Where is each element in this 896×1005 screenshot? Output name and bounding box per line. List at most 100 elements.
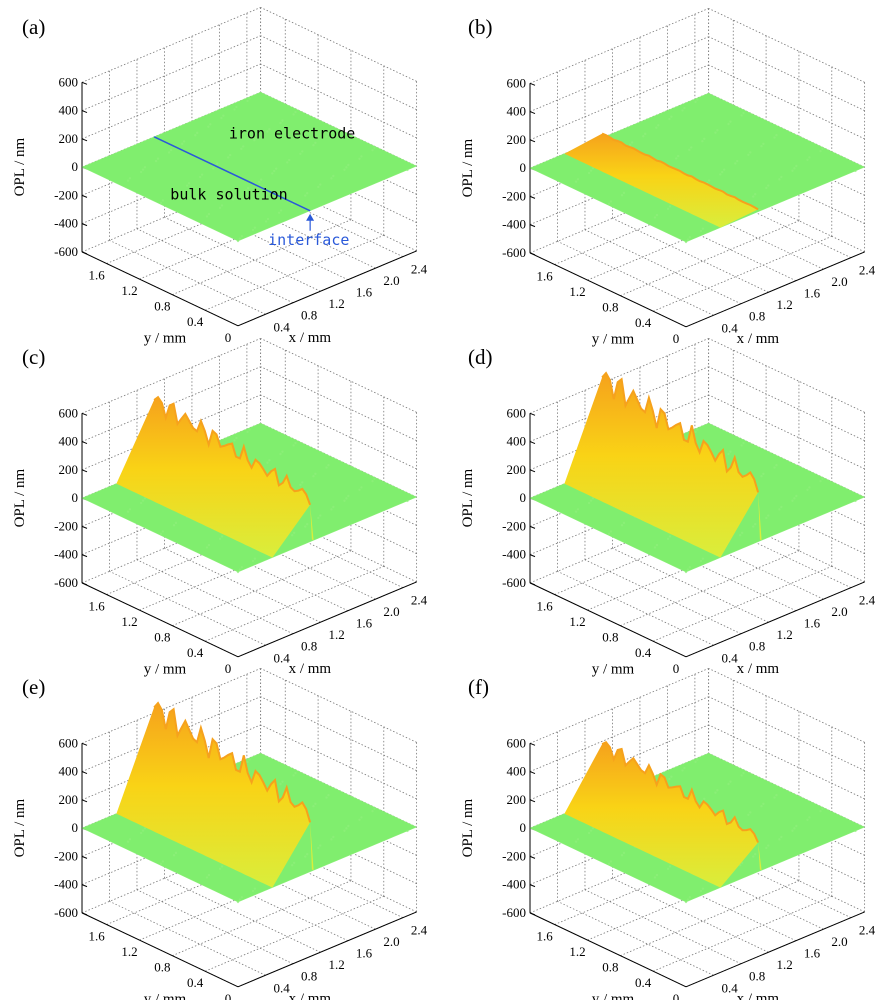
- grid-line: [584, 229, 742, 305]
- grid-line: [708, 366, 865, 441]
- panel-2: 600 400 200 0 -200 -400 -600 1.6 1.2 0.8 0.4 0 0.4 0.…: [460, 8, 876, 347]
- grid-line: [172, 219, 352, 296]
- surface-texture: [795, 164, 798, 168]
- z-tick: [529, 111, 536, 115]
- grid-line: [529, 64, 709, 141]
- surface-texture: [314, 472, 317, 476]
- y-tick-label: 0: [225, 661, 232, 676]
- panel-1: 600 400 200 0 -200 -400 -600 1.6 1.2 0.8 0.4 0 0.4 0.…: [12, 7, 428, 346]
- grid-line: [260, 724, 417, 800]
- surface-texture: [749, 811, 752, 814]
- surface-texture: [752, 195, 755, 198]
- surface-texture: [607, 202, 611, 206]
- surface-texture: [207, 125, 210, 128]
- z-tick-label: -400: [502, 547, 526, 562]
- surface-texture: [343, 168, 346, 171]
- surface-texture: [775, 794, 778, 797]
- ridge-crest: [153, 701, 312, 823]
- x-tick-label: 2.4: [411, 593, 428, 608]
- surface-texture: [780, 835, 783, 839]
- surface-texture: [360, 816, 363, 819]
- surface-texture: [299, 152, 302, 156]
- surface-texture: [172, 524, 176, 527]
- grid-line: [136, 559, 294, 635]
- y-axis-label: y / mm: [144, 661, 187, 677]
- surface-texture: [716, 789, 719, 792]
- surface-texture: [587, 831, 591, 835]
- grid-line: [529, 696, 709, 772]
- x-tick-label: 2.0: [383, 273, 399, 288]
- x-tick-label: 0.4: [273, 319, 290, 334]
- surface-texture: [574, 180, 578, 183]
- y-tick-label: 0.8: [602, 630, 618, 645]
- surface-texture: [622, 191, 626, 195]
- z-tick-label: -600: [502, 905, 526, 920]
- grid-line: [109, 570, 266, 646]
- surface-texture: [128, 838, 132, 841]
- surface-texture: [305, 523, 309, 526]
- x-tick-label: 2.4: [859, 263, 876, 278]
- surface-texture: [683, 766, 686, 770]
- surface-texture: [327, 464, 330, 467]
- surface-texture: [821, 147, 824, 150]
- z-tick-label: -600: [54, 244, 78, 259]
- ridge-face: [564, 133, 759, 228]
- surface-texture: [749, 151, 752, 154]
- surface-texture: [343, 829, 346, 832]
- surface-texture: [126, 840, 130, 843]
- surface-texture: [734, 162, 737, 165]
- surface-texture: [622, 851, 626, 855]
- surface-texture: [220, 116, 223, 120]
- surface-texture: [808, 816, 811, 819]
- surface-texture: [729, 780, 732, 783]
- surface-texture: [126, 179, 130, 182]
- z-tick-label: 600: [507, 735, 527, 750]
- y-tick-label: 1.2: [121, 944, 137, 959]
- surface-texture: [589, 169, 593, 172]
- surface-texture: [238, 568, 242, 571]
- surface-texture: [251, 889, 255, 893]
- surface-texture: [212, 167, 215, 170]
- surface-texture: [251, 559, 255, 563]
- surface-texture: [312, 474, 315, 478]
- surface-texture: [668, 535, 672, 538]
- z-tick: [529, 82, 536, 86]
- surface-texture: [207, 543, 211, 547]
- z-tick: [81, 554, 88, 558]
- surface-texture: [694, 100, 697, 104]
- z-tick: [529, 771, 536, 775]
- surface-texture: [819, 149, 822, 153]
- surface-texture: [684, 570, 688, 574]
- z-tick-label: -600: [502, 245, 526, 260]
- surface-texture: [332, 505, 335, 509]
- x-tick-label: 1.6: [804, 286, 821, 301]
- surface-texture: [576, 178, 580, 181]
- surface-texture: [240, 566, 244, 569]
- grid-line: [529, 724, 709, 801]
- x-axis-label: x / mm: [289, 330, 332, 346]
- surface-texture: [806, 488, 809, 491]
- surface-texture: [294, 110, 297, 114]
- grid-line: [109, 900, 266, 976]
- x-tick-label: 1.2: [776, 957, 792, 972]
- surface-texture: [371, 479, 374, 483]
- z-tick: [81, 110, 88, 114]
- surface-texture: [373, 477, 376, 480]
- surface-texture: [681, 109, 684, 112]
- axis-line: [237, 250, 417, 327]
- surface-texture: [235, 436, 238, 440]
- grid-line: [81, 668, 261, 744]
- surface-texture: [780, 175, 783, 179]
- axis-line: [685, 911, 865, 988]
- surface-texture: [268, 128, 271, 131]
- surface-texture: [655, 873, 659, 877]
- surface-texture: [304, 855, 307, 858]
- surface-texture: [760, 144, 763, 148]
- surface-texture: [279, 121, 282, 125]
- surface-texture: [292, 113, 295, 116]
- z-tick-label: 200: [59, 462, 79, 477]
- surface-texture: [126, 510, 130, 513]
- surface-texture: [699, 229, 703, 233]
- grid-line: [260, 366, 417, 441]
- grid-line: [81, 724, 261, 801]
